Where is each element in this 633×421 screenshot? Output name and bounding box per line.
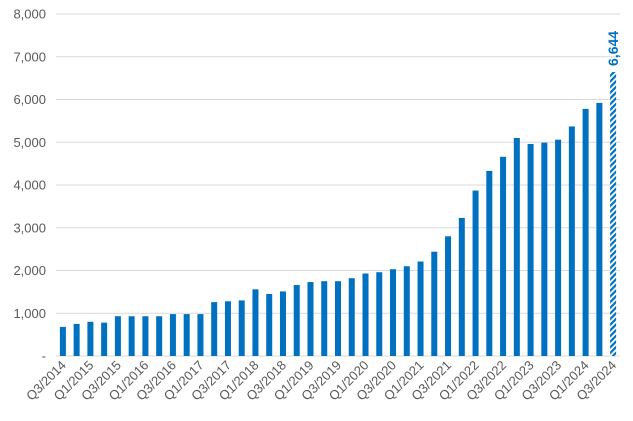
value-label: 6,644 [605, 31, 621, 66]
bar [431, 251, 438, 356]
y-tick-label: 5,000 [13, 135, 46, 150]
bar [513, 137, 520, 356]
bar [321, 281, 328, 356]
bar [500, 156, 507, 356]
bar [73, 323, 80, 356]
y-tick-label: 4,000 [13, 178, 46, 193]
bar [472, 190, 479, 356]
bar [279, 291, 286, 356]
bar [224, 301, 231, 356]
bar [101, 322, 108, 356]
y-tick-label: 2,000 [13, 263, 46, 278]
bar [293, 285, 300, 356]
bar [169, 314, 176, 356]
bar [555, 139, 562, 356]
bar [610, 71, 617, 357]
bar [238, 300, 245, 356]
bar [307, 282, 314, 356]
bar [156, 316, 163, 356]
y-tick-label: 7,000 [13, 49, 46, 64]
y-tick-label: 8,000 [13, 7, 46, 22]
bar [211, 302, 218, 356]
bar [582, 108, 589, 356]
y-tick-label: 1,000 [13, 306, 46, 321]
bar [403, 266, 410, 356]
bar [197, 314, 204, 356]
bar [87, 321, 94, 356]
bar [486, 170, 493, 356]
bar [390, 269, 397, 356]
bar [128, 316, 135, 356]
bar [59, 326, 66, 356]
y-tick-label: 6,000 [13, 92, 46, 107]
bar [568, 126, 575, 357]
bar [541, 142, 548, 356]
bar [348, 278, 355, 356]
bar [362, 273, 369, 356]
y-tick-label: - [42, 349, 46, 364]
bar [142, 316, 149, 356]
y-tick-label: 3,000 [13, 220, 46, 235]
bar [527, 143, 534, 356]
bar [445, 236, 452, 356]
bar [376, 272, 383, 356]
bar [596, 102, 603, 356]
bar [266, 294, 273, 356]
bar [417, 261, 424, 356]
bar [252, 289, 259, 356]
bar [335, 281, 341, 356]
bar [114, 316, 121, 356]
bar [458, 217, 465, 356]
bar [183, 314, 190, 356]
